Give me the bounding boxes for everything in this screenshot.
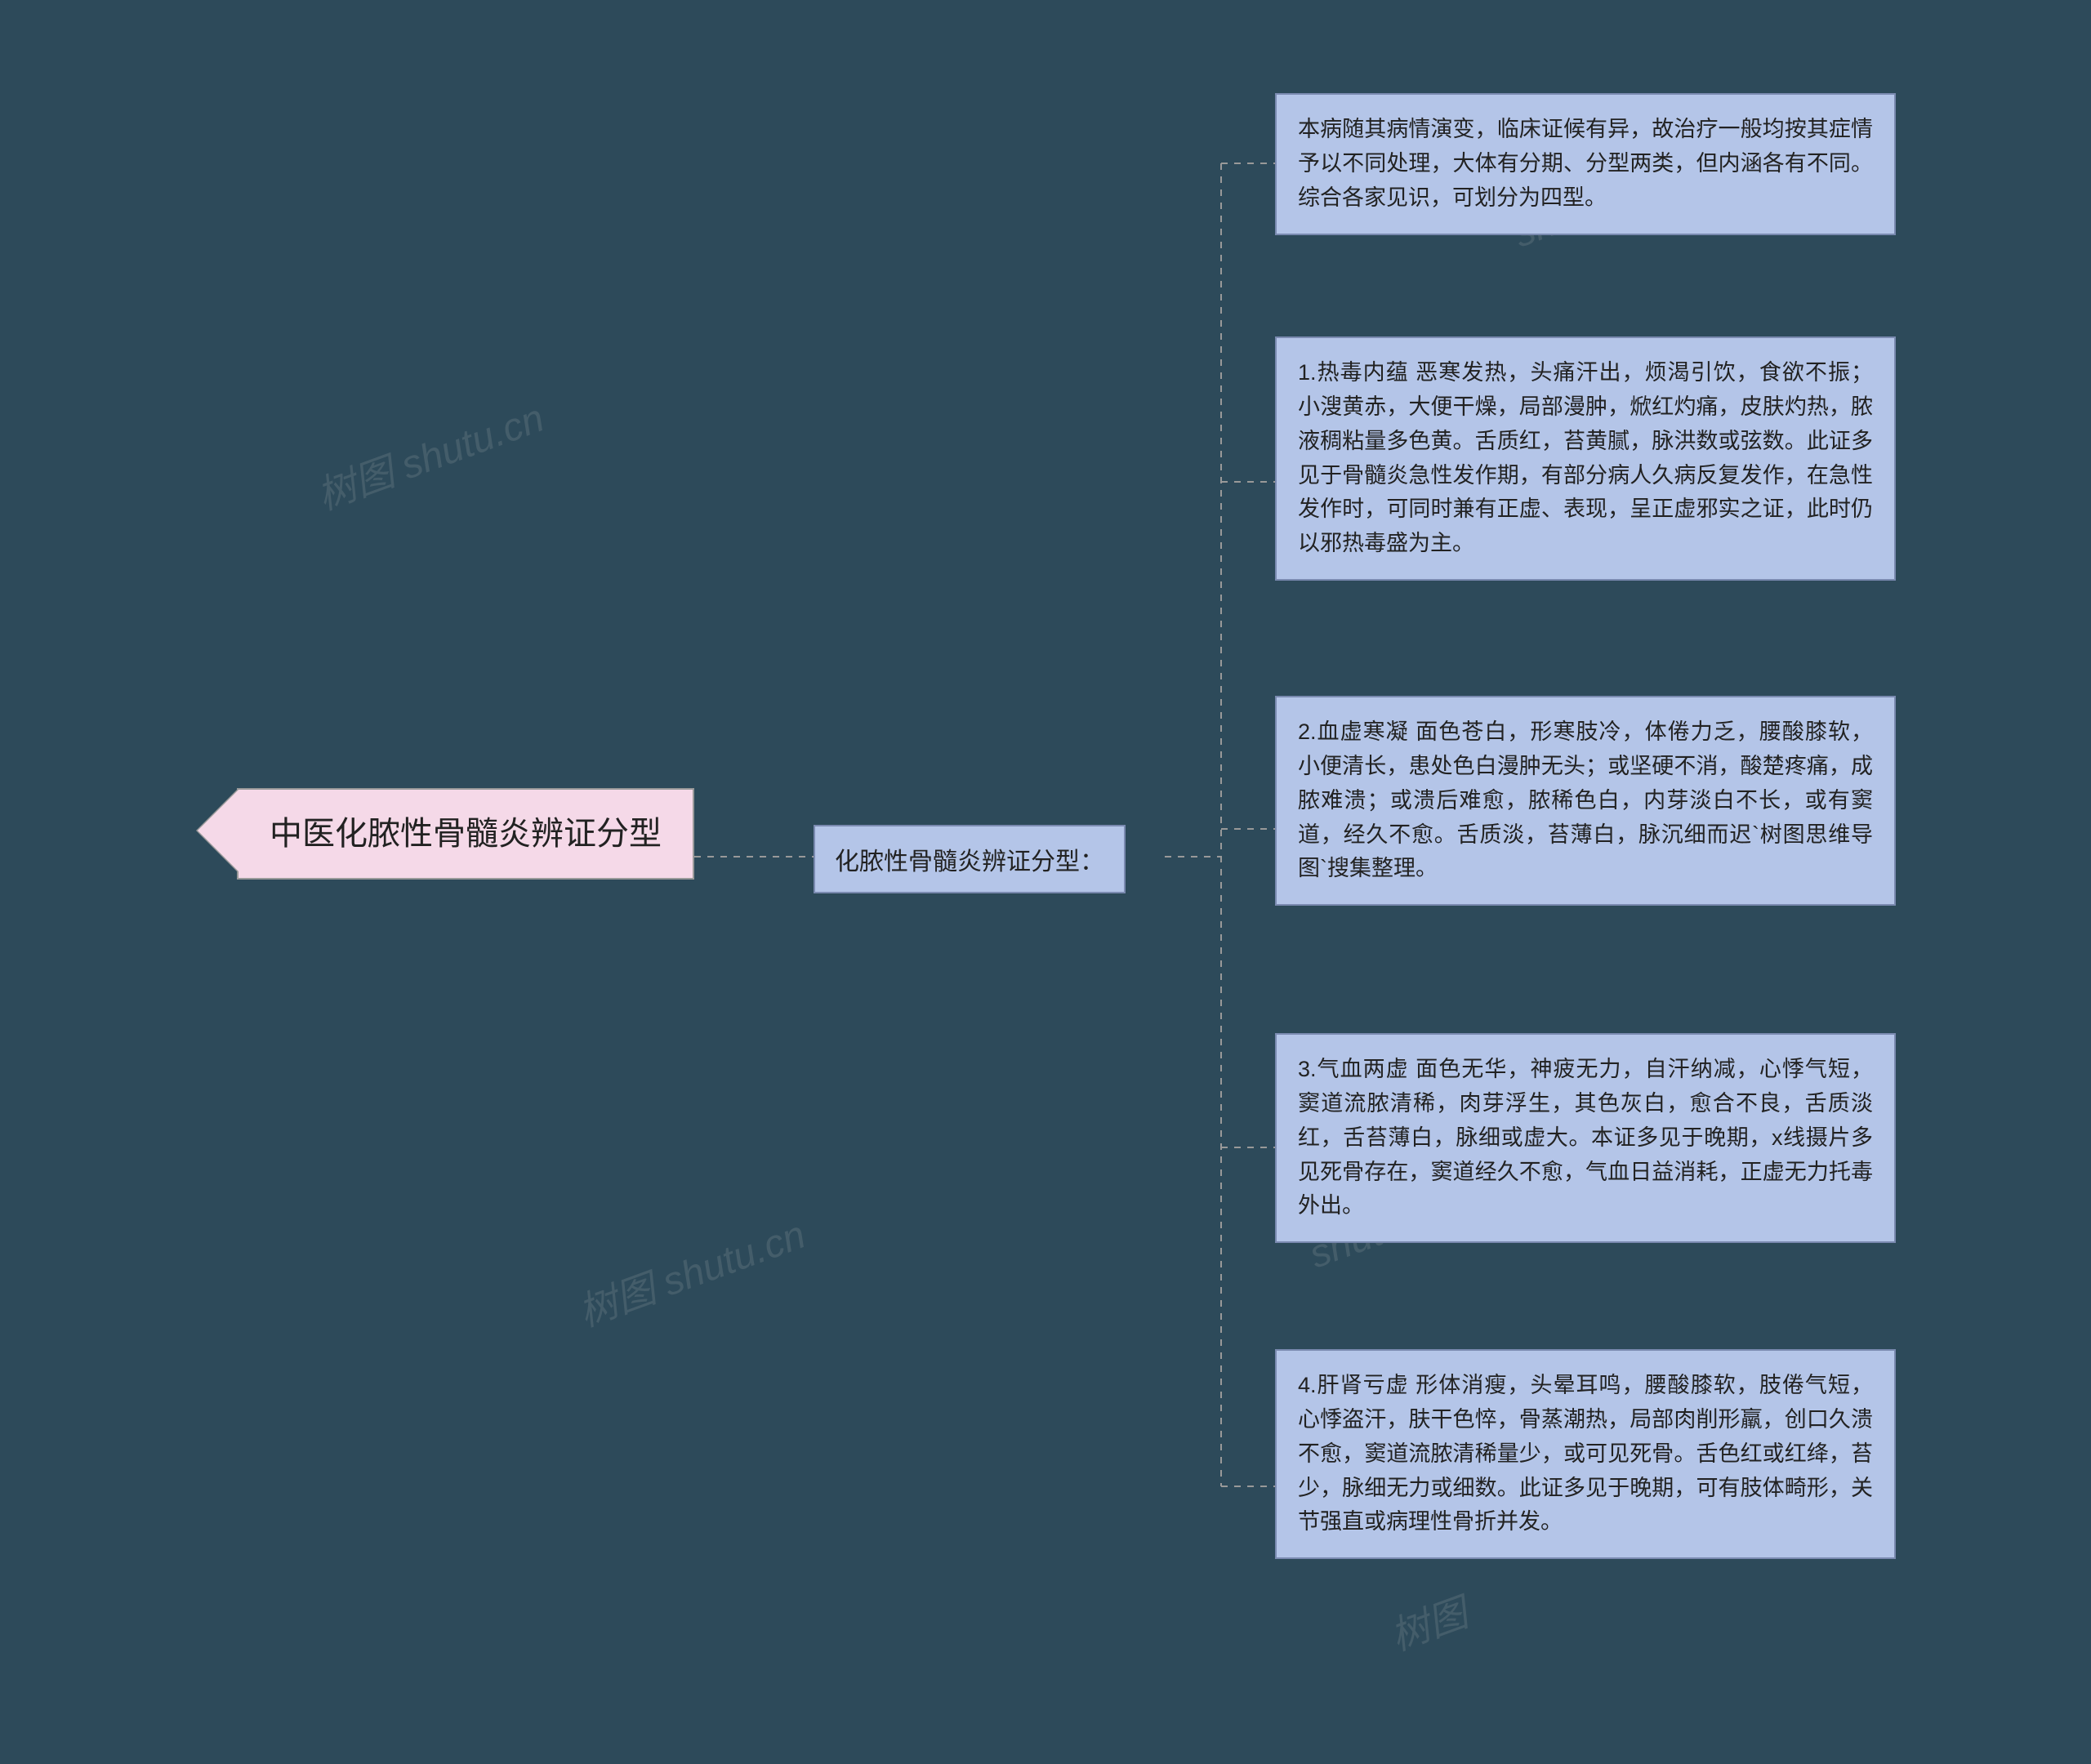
leaf-node-4[interactable]: 4.肝肾亏虚 形体消瘦，头晕耳鸣，腰酸膝软，肢倦气短，心悸盗汗，肤干色悴，骨蒸潮…	[1275, 1349, 1896, 1559]
leaf-text: 3.气血两虚 面色无华，神疲无力，自汗纳减，心悸气短，窦道流脓清稀，肉芽浮生，其…	[1298, 1057, 1873, 1218]
leaf-node-2[interactable]: 2.血虚寒凝 面色苍白，形寒肢冷，体倦力乏，腰酸膝软，小便清长，患处色白漫肿无头…	[1275, 696, 1896, 906]
leaf-text: 2.血虚寒凝 面色苍白，形寒肢冷，体倦力乏，腰酸膝软，小便清长，患处色白漫肿无头…	[1298, 719, 1873, 880]
leaf-text: 4.肝肾亏虚 形体消瘦，头晕耳鸣，腰酸膝软，肢倦气短，心悸盗汗，肤干色悴，骨蒸潮…	[1298, 1373, 1873, 1534]
watermark: 树图 shutu.cn	[569, 1202, 812, 1337]
root-label: 中医化脓性骨髓炎辨证分型	[270, 816, 662, 852]
watermark: 树图	[1381, 1581, 1474, 1662]
mid-label: 化脓性骨髓炎辨证分型：	[835, 849, 1104, 875]
watermark: 树图 shutu.cn	[308, 385, 551, 520]
root-node[interactable]: 中医化脓性骨髓炎辨证分型	[237, 788, 694, 880]
leaf-node-3[interactable]: 3.气血两虚 面色无华，神疲无力，自汗纳减，心悸气短，窦道流脓清稀，肉芽浮生，其…	[1275, 1033, 1896, 1243]
leaf-text: 1.热毒内蕴 恶寒发热，头痛汗出，烦渴引饮，食欲不振；小溲黄赤，大便干燥，局部漫…	[1298, 360, 1873, 555]
leaf-text: 本病随其病情演变，临床证候有异，故治疗一般均按其症情予以不同处理，大体有分期、分…	[1298, 117, 1873, 210]
mid-node[interactable]: 化脓性骨髓炎辨证分型：	[814, 825, 1126, 893]
leaf-node-1[interactable]: 1.热毒内蕴 恶寒发热，头痛汗出，烦渴引饮，食欲不振；小溲黄赤，大便干燥，局部漫…	[1275, 336, 1896, 581]
leaf-node-0[interactable]: 本病随其病情演变，临床证候有异，故治疗一般均按其症情予以不同处理，大体有分期、分…	[1275, 93, 1896, 235]
